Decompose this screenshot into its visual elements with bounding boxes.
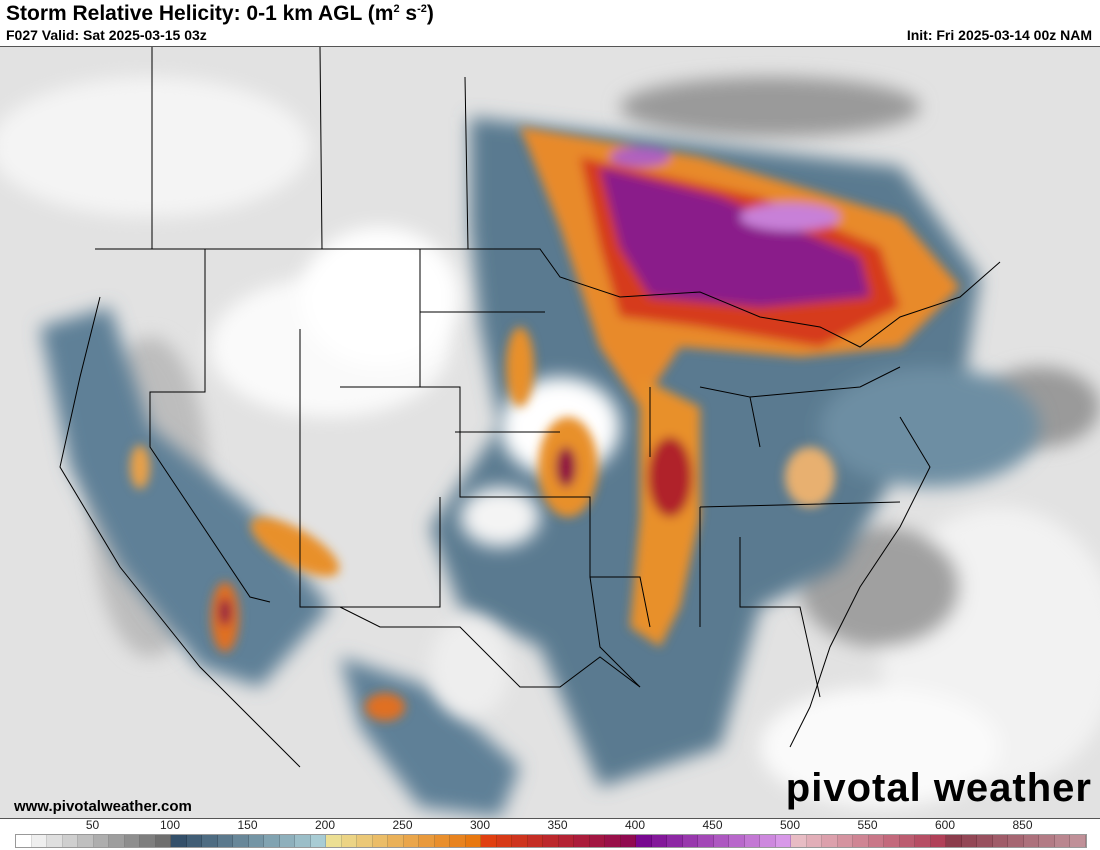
pivotal-weather-logo: pivotal weather bbox=[785, 766, 1092, 810]
colorbar-swatch bbox=[977, 835, 993, 847]
colorbar-swatch bbox=[248, 835, 264, 847]
colorbar-swatch bbox=[884, 835, 900, 847]
colorbar-swatch bbox=[527, 835, 543, 847]
colorbar-swatch bbox=[155, 835, 171, 847]
colorbar-label: 200 bbox=[314, 818, 336, 832]
colorbar-swatch bbox=[465, 835, 481, 847]
colorbar-swatch bbox=[341, 835, 357, 847]
colorbar-swatch bbox=[78, 835, 94, 847]
colorbar-swatch bbox=[806, 835, 822, 847]
colorbar-swatch bbox=[31, 835, 47, 847]
colorbar-swatch bbox=[450, 835, 466, 847]
helicity-map bbox=[0, 46, 1100, 819]
colorbar-labels: 50 100 150 200 250 300 350 400 450 500 550 600 850 bbox=[0, 818, 1100, 834]
colorbar-label: 850 bbox=[1012, 818, 1033, 832]
colorbar-swatch bbox=[264, 835, 280, 847]
high-helicity bbox=[130, 127, 960, 721]
valid-time: F027 Valid: Sat 2025-03-15 03z bbox=[6, 27, 207, 43]
colorbar-swatch bbox=[481, 835, 497, 847]
colorbar-swatch bbox=[124, 835, 140, 847]
colorbar-swatch bbox=[1054, 835, 1070, 847]
colorbar-swatch bbox=[62, 835, 78, 847]
colorbar-label: 100 bbox=[159, 818, 181, 832]
colorbar-swatch bbox=[16, 835, 32, 847]
colorbar-swatch bbox=[574, 835, 590, 847]
colorbar-swatch bbox=[233, 835, 249, 847]
colorbar-label: 50 bbox=[85, 818, 100, 832]
colorbar-swatch bbox=[186, 835, 202, 847]
colorbar-swatch bbox=[775, 835, 791, 847]
colorbar-swatch bbox=[899, 835, 915, 847]
colorbar-swatch bbox=[109, 835, 125, 847]
colorbar-swatch bbox=[310, 835, 326, 847]
colorbar-swatch bbox=[419, 835, 435, 847]
colorbar-swatch bbox=[372, 835, 388, 847]
site-url: www.pivotalweather.com bbox=[14, 798, 192, 815]
colorbar-swatch bbox=[403, 835, 419, 847]
colorbar-swatch bbox=[1070, 835, 1086, 847]
colorbar-swatch bbox=[915, 835, 931, 847]
colorbar-swatch bbox=[589, 835, 605, 847]
colorbar-label: 300 bbox=[469, 818, 491, 832]
colorbar-swatch bbox=[93, 835, 109, 847]
colorbar-swatch bbox=[868, 835, 884, 847]
colorbar-swatch bbox=[496, 835, 512, 847]
colorbar-swatch bbox=[47, 835, 63, 847]
colorbar-swatch bbox=[140, 835, 156, 847]
colorbar-swatch bbox=[822, 835, 838, 847]
colorbar-swatch bbox=[853, 835, 869, 847]
colorbar bbox=[15, 834, 1087, 848]
colorbar-label: 600 bbox=[934, 818, 956, 832]
colorbar-label: 150 bbox=[237, 818, 258, 832]
colorbar-swatch bbox=[434, 835, 450, 847]
colorbar-label: 400 bbox=[624, 818, 646, 832]
colorbar-label: 500 bbox=[779, 818, 801, 832]
colorbar-swatch bbox=[620, 835, 636, 847]
colorbar-swatch bbox=[729, 835, 745, 847]
colorbar-swatch bbox=[171, 835, 187, 847]
colorbar-label: 450 bbox=[702, 818, 723, 832]
init-time: Init: Fri 2025-03-14 00z NAM bbox=[906, 27, 1092, 43]
colorbar-swatch bbox=[543, 835, 559, 847]
colorbar-swatch bbox=[946, 835, 962, 847]
colorbar-swatch bbox=[388, 835, 404, 847]
colorbar-swatch bbox=[760, 835, 776, 847]
colorbar-swatch bbox=[744, 835, 760, 847]
colorbar-swatch bbox=[791, 835, 807, 847]
colorbar-swatch bbox=[1008, 835, 1024, 847]
colorbar-swatch bbox=[636, 835, 652, 847]
colorbar-swatch bbox=[667, 835, 683, 847]
colorbar-swatch bbox=[682, 835, 698, 847]
colorbar-swatch bbox=[217, 835, 233, 847]
colorbar-swatch bbox=[279, 835, 295, 847]
colorbar-label: 350 bbox=[547, 818, 568, 832]
colorbar-swatch bbox=[326, 835, 342, 847]
colorbar-swatch bbox=[295, 835, 311, 847]
colorbar-swatch bbox=[558, 835, 574, 847]
colorbar-swatch bbox=[713, 835, 729, 847]
map-title: Storm Relative Helicity: 0-1 km AGL (m2 … bbox=[6, 2, 434, 25]
colorbar-swatch bbox=[1023, 835, 1039, 847]
colorbar-label: 250 bbox=[392, 818, 413, 832]
colorbar-swatch bbox=[512, 835, 528, 847]
colorbar-label: 550 bbox=[857, 818, 878, 832]
colorbar-swatch bbox=[651, 835, 667, 847]
colorbar-swatch bbox=[961, 835, 977, 847]
colorbar-swatch bbox=[992, 835, 1008, 847]
boundaries bbox=[59, 47, 1001, 768]
colorbar-swatch bbox=[357, 835, 373, 847]
colorbar-swatch bbox=[1039, 835, 1055, 847]
colorbar-swatch bbox=[698, 835, 714, 847]
colorbar-swatch bbox=[837, 835, 853, 847]
colorbar-swatch bbox=[605, 835, 621, 847]
colorbar-swatch bbox=[930, 835, 946, 847]
colorbar-swatch bbox=[202, 835, 218, 847]
